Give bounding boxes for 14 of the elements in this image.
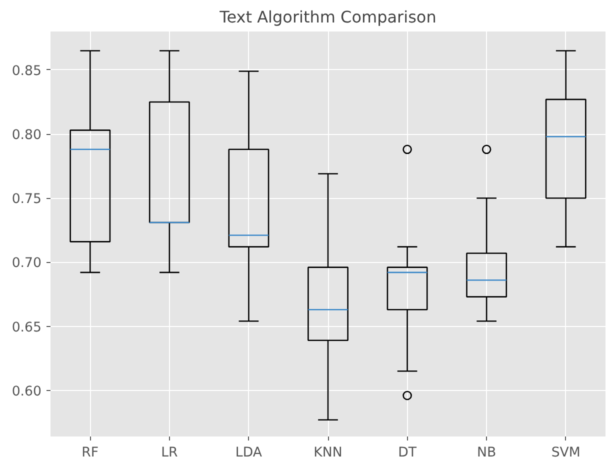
x-tick-label: DT — [398, 446, 418, 460]
y-tick-label: 0.85 — [12, 64, 42, 79]
chart-title: Text Algorithm Comparison — [218, 8, 436, 26]
x-tick-label: LR — [161, 446, 178, 460]
y-tick-label: 0.80 — [12, 128, 42, 144]
y-tick-label: 0.60 — [12, 384, 42, 400]
x-tick-label: NB — [477, 446, 496, 460]
y-tick-label: 0.75 — [12, 192, 42, 208]
x-tick-label: LDA — [235, 446, 262, 460]
x-tick-label: RF — [82, 446, 99, 460]
y-tick-label: 0.65 — [12, 320, 42, 336]
x-tick-label: KNN — [314, 446, 342, 460]
x-tick-label: SVM — [551, 446, 580, 460]
y-tick-label: 0.70 — [12, 256, 42, 272]
